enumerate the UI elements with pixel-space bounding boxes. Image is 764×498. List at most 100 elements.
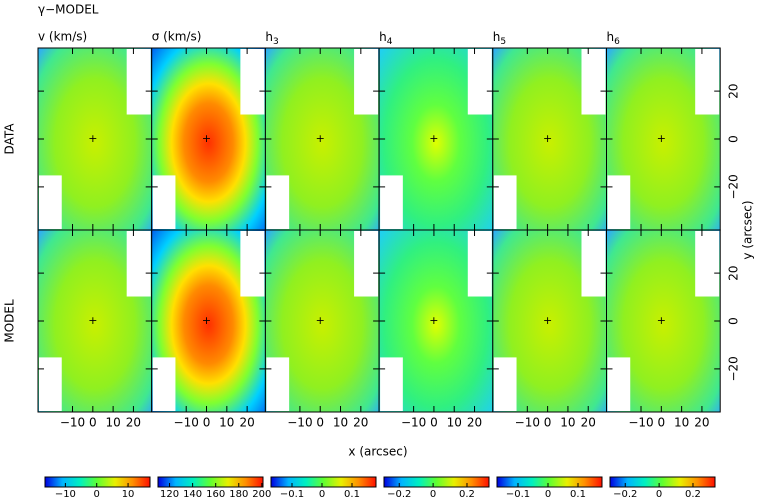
map-blank xyxy=(467,49,492,115)
label-subscript: 3 xyxy=(273,37,279,47)
x-tick-label: 20 xyxy=(581,416,596,430)
colorbar-tick-label: −0.2 xyxy=(613,489,637,498)
y-tick-label: 0 xyxy=(727,135,741,143)
map-blank xyxy=(380,175,403,229)
y-axis-label: y (arcsec) xyxy=(741,200,755,259)
colorbar xyxy=(157,476,264,488)
centre-marker: + xyxy=(429,314,438,327)
x-tick-label: −10 xyxy=(401,416,426,430)
centre-marker: + xyxy=(202,132,211,145)
map-blank xyxy=(39,357,62,411)
map-blank xyxy=(695,231,720,297)
x-tick-label: 10 xyxy=(333,416,348,430)
label-text: h xyxy=(379,30,387,44)
label-subscript: 4 xyxy=(387,37,393,47)
label-text: h xyxy=(493,30,501,44)
colorbar-tick-label: 160 xyxy=(206,489,225,498)
centre-marker: + xyxy=(657,132,666,145)
column-label: h5 xyxy=(493,30,506,47)
x-tick-label: 10 xyxy=(447,416,462,430)
map-blank xyxy=(380,357,403,411)
centre-marker: + xyxy=(316,132,325,145)
colorbar-tick-label: 140 xyxy=(183,489,202,498)
map-blank xyxy=(607,175,631,229)
y-tick-label: 20 xyxy=(727,83,741,98)
map-blank xyxy=(126,49,151,115)
colorbar-tick-label: 0.2 xyxy=(685,489,701,498)
colorbar xyxy=(44,476,151,488)
map-blank xyxy=(354,49,379,115)
row-label: DATA xyxy=(3,123,17,155)
x-tick-label: −10 xyxy=(628,416,653,430)
map-blank xyxy=(126,231,151,297)
map-blank xyxy=(39,175,62,229)
x-tick-label: 10 xyxy=(560,416,575,430)
colorbar xyxy=(609,476,716,488)
map-blank xyxy=(581,231,606,297)
column-label: h3 xyxy=(265,30,278,47)
map-blank xyxy=(581,49,606,115)
x-tick-label: 20 xyxy=(353,416,368,430)
map-blank xyxy=(240,231,265,297)
x-tick-label: 0 xyxy=(657,416,665,430)
x-axis-label: x (arcsec) xyxy=(348,445,407,459)
map-blank xyxy=(354,231,379,297)
x-tick-label: 0 xyxy=(544,416,552,430)
label-subscript: 6 xyxy=(614,37,620,47)
colorbar-tick-label: 180 xyxy=(229,489,248,498)
centre-marker: + xyxy=(543,314,552,327)
colorbar-tick-label: 0 xyxy=(319,489,325,498)
colorbar xyxy=(383,476,490,488)
x-tick-label: −10 xyxy=(174,416,199,430)
y-tick-label: 20 xyxy=(727,265,741,280)
map-blank xyxy=(467,231,492,297)
column-label: v (km/s) xyxy=(38,30,87,44)
y-tick-label: 0 xyxy=(727,317,741,325)
map-blank xyxy=(152,175,176,229)
x-tick-label: −10 xyxy=(515,416,540,430)
x-tick-label: −10 xyxy=(60,416,85,430)
map-blank xyxy=(607,357,631,411)
centre-marker: + xyxy=(543,132,552,145)
x-tick-label: 10 xyxy=(105,416,120,430)
map-blank xyxy=(240,49,265,115)
x-tick-label: 0 xyxy=(316,416,324,430)
y-tick-label: −20 xyxy=(727,174,741,199)
x-tick-label: 10 xyxy=(674,416,689,430)
map-blank xyxy=(493,357,517,411)
x-tick-label: 10 xyxy=(219,416,234,430)
colorbar-tick-label: 0 xyxy=(430,489,436,498)
x-tick-label: 20 xyxy=(126,416,141,430)
centre-marker: + xyxy=(88,132,97,145)
map-blank xyxy=(152,357,176,411)
centre-marker: + xyxy=(657,314,666,327)
column-label: h6 xyxy=(607,30,621,47)
x-tick-label: 0 xyxy=(89,416,97,430)
colorbar-tick-label: −0.2 xyxy=(387,489,411,498)
x-tick-label: 0 xyxy=(203,416,211,430)
label-text: h xyxy=(265,30,273,44)
colorbar xyxy=(496,476,603,488)
column-label: σ (km/s) xyxy=(152,30,202,44)
column-label: h4 xyxy=(379,30,393,47)
colorbar-tick-label: 120 xyxy=(160,489,179,498)
map-blank xyxy=(695,49,720,115)
x-tick-label: 20 xyxy=(467,416,482,430)
colorbar-tick-label: −0.1 xyxy=(506,489,530,498)
colorbar-tick-label: 10 xyxy=(122,489,135,498)
row-label: MODEL xyxy=(3,299,17,343)
x-tick-label: −10 xyxy=(287,416,312,430)
colorbar-tick-label: −0.1 xyxy=(280,489,304,498)
map-blank xyxy=(266,357,290,411)
map-blank xyxy=(493,175,517,229)
label-subscript: 5 xyxy=(500,37,506,47)
x-tick-label: 20 xyxy=(239,416,254,430)
colorbar-tick-label: 0.1 xyxy=(570,489,586,498)
label-text: h xyxy=(607,30,615,44)
x-tick-label: 0 xyxy=(430,416,438,430)
colorbar xyxy=(270,476,377,488)
colorbar-tick-label: 0 xyxy=(545,489,551,498)
centre-marker: + xyxy=(88,314,97,327)
figure-title: γ−MODEL xyxy=(38,3,99,17)
